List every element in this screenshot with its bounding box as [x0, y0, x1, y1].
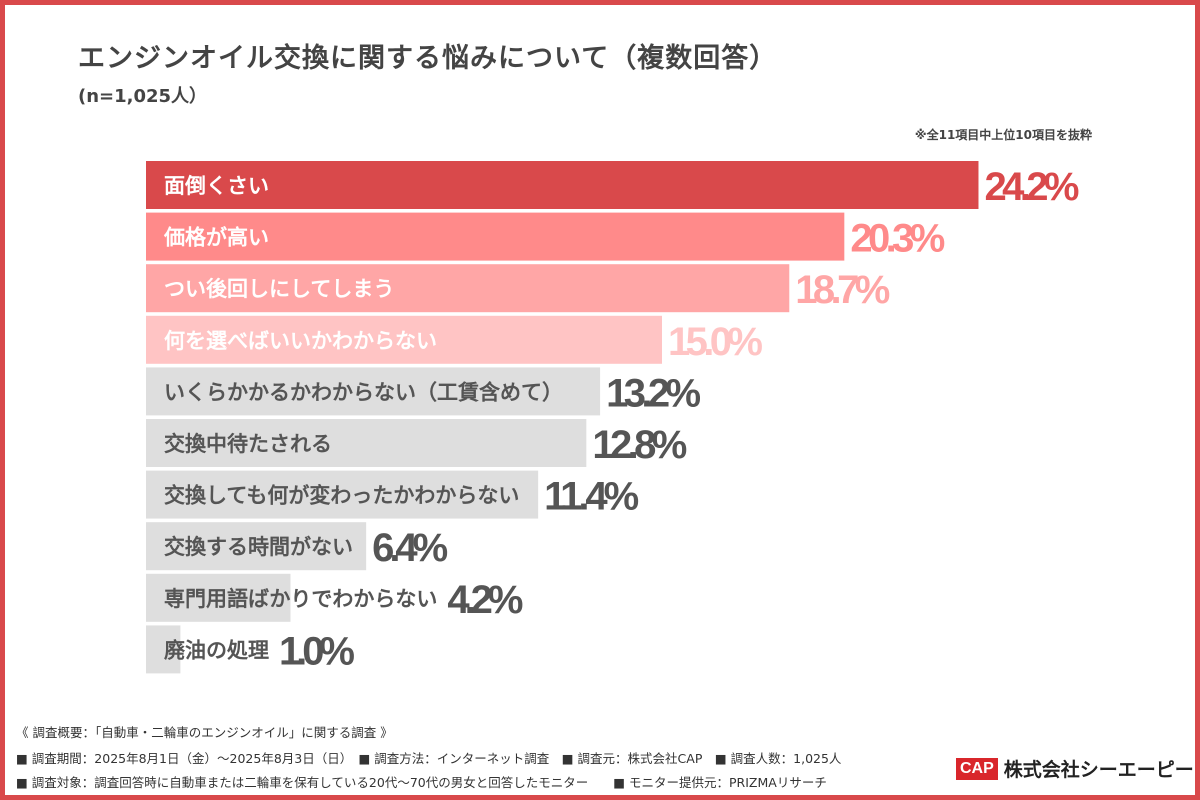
value-label: 18.7% [795, 268, 890, 312]
sample-size: (n=1,025人） [78, 86, 208, 107]
chart-note: ※全11項目中上位10項目を抜粋 [914, 128, 1092, 142]
category-label: つい後回しにしてしまう [164, 277, 394, 301]
footer-line-2: ■ 調査期間：2025年8月1日（金）～2025年8月3日（日） ■ 調査方法：… [16, 751, 842, 766]
value-label: 12.8% [592, 423, 687, 467]
value-label: 20.3% [850, 217, 945, 261]
value-label: 13.2% [606, 371, 701, 415]
category-label: 面倒くさい [164, 174, 269, 198]
bar-4 [146, 315, 662, 364]
company-logo: CAP 株式会社シーエーピー [956, 755, 1194, 782]
logo-company: 株式会社シーエーピー [1003, 759, 1194, 781]
bar-9 [146, 573, 291, 622]
bar-7 [146, 470, 539, 519]
bar-8 [146, 522, 367, 571]
logo-mark: CAP [956, 757, 998, 780]
value-label: 24.2% [984, 165, 1079, 209]
value-label: 1.0% [279, 629, 355, 673]
bar-6 [146, 419, 587, 467]
bar-chart: 面倒くさい 24.2% 価格が高い 20.3% つい後回しにしてしまう 18.7% 何を選べ… [146, 161, 1079, 674]
category-label: 専門用語ばかりでわからない [164, 587, 437, 611]
value-label: 4.2% [447, 578, 523, 622]
category-label: 交換する時間がない [164, 535, 353, 559]
category-label: 交換しても何が変わったかわからない [164, 484, 519, 508]
category-label: 廃油の処理 [164, 638, 269, 662]
chart-title: エンジンオイル交換に関する悩みについて（複数回答） [78, 43, 778, 74]
category-label: 価格が高い [163, 226, 269, 250]
value-label: 11.4% [544, 475, 639, 519]
value-label: 6.4% [372, 526, 448, 570]
bar-2 [146, 212, 845, 261]
footer-line-1: 《 調査概要：「自動車・二輪車のエンジンオイル」に関する調査 》 [16, 725, 393, 740]
category-label: 何を選べばいいかわからない [164, 329, 437, 353]
value-label: 15.0% [668, 320, 763, 364]
bar-1 [146, 161, 979, 209]
category-label: 交換中待たされる [164, 432, 332, 456]
footer-line-3: ■ 調査対象：調査回答時に自動車または二輪車を保有している20代～70代の男女と… [16, 775, 827, 790]
bar-10 [146, 625, 181, 674]
bar-5 [146, 367, 601, 416]
category-label: いくらかかるかわからない（工賃含めて） [164, 380, 563, 404]
bar-3 [146, 264, 790, 313]
